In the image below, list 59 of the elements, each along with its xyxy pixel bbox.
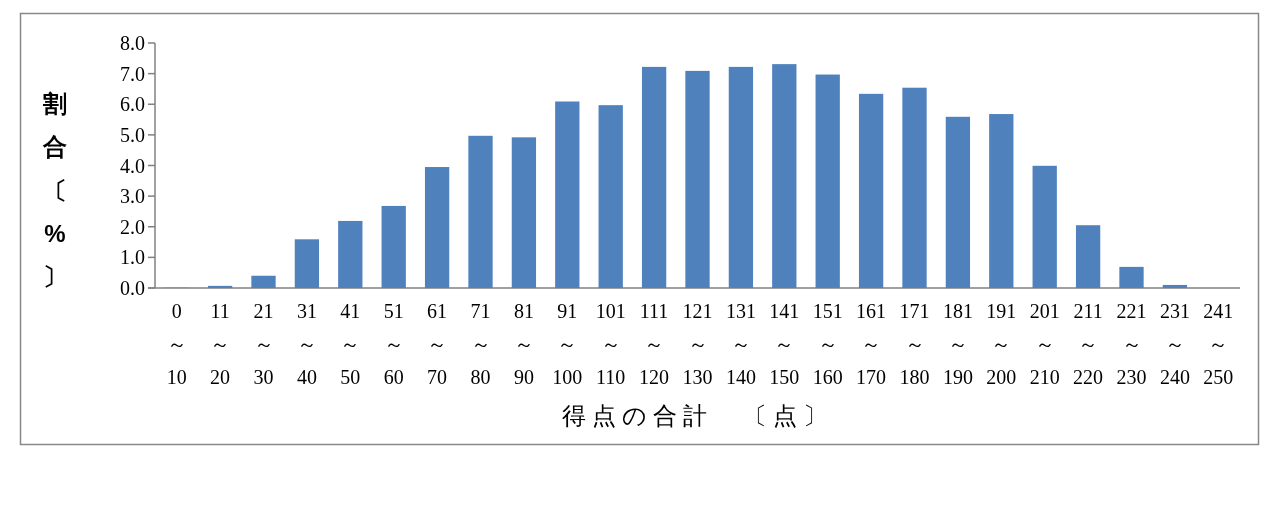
bar bbox=[294, 239, 320, 288]
x-tick-label: 181 ～ 190 bbox=[942, 300, 973, 388]
x-tick-label: 101 ～ 110 bbox=[595, 300, 626, 388]
bar bbox=[858, 93, 884, 288]
bar bbox=[815, 74, 840, 288]
bar bbox=[772, 64, 797, 288]
bar bbox=[902, 87, 927, 288]
x-tick-label: 51 ～ 60 bbox=[383, 300, 404, 388]
bar bbox=[207, 285, 233, 288]
x-tick-label: 161 ～ 170 bbox=[856, 300, 887, 388]
bar bbox=[381, 205, 406, 288]
x-tick-label: 111 ～ 120 bbox=[639, 300, 670, 388]
bar bbox=[598, 105, 623, 288]
y-tick-label: 1.0 bbox=[120, 246, 145, 269]
bar bbox=[338, 220, 363, 288]
x-tick-label: 141 ～ 150 bbox=[769, 300, 800, 388]
y-tick-label: 8.0 bbox=[120, 32, 145, 54]
x-tick-label: 221 ～ 230 bbox=[1116, 300, 1147, 388]
bar bbox=[1119, 266, 1144, 288]
x-tick-label: 91 ～ 100 bbox=[552, 300, 583, 388]
x-tick-label: 231 ～ 240 bbox=[1159, 300, 1190, 388]
x-tick-label: 191 ～ 200 bbox=[986, 300, 1017, 388]
x-tick-label: 201 ～ 210 bbox=[1029, 300, 1060, 388]
x-tick-label: 81 ～ 90 bbox=[513, 300, 534, 388]
bar bbox=[728, 66, 754, 288]
x-tick-label: 0 ～ 10 bbox=[166, 300, 187, 388]
y-tick-label: 3.0 bbox=[120, 185, 145, 208]
bar bbox=[1032, 165, 1057, 288]
x-tick-label: 11 ～ 20 bbox=[210, 300, 231, 388]
bar bbox=[641, 66, 667, 288]
x-tick-label: 241 ～ 250 bbox=[1203, 300, 1234, 388]
bar bbox=[685, 70, 710, 288]
x-tick-label: 211 ～ 220 bbox=[1073, 300, 1104, 388]
y-tick-label: 7.0 bbox=[120, 62, 145, 85]
bar bbox=[251, 275, 276, 288]
x-tick-label: 21 ～ 30 bbox=[253, 300, 274, 388]
bar bbox=[511, 137, 537, 288]
bar bbox=[1162, 284, 1188, 288]
x-tick-label: 61 ～ 70 bbox=[427, 300, 448, 388]
y-tick-label: 0.0 bbox=[120, 277, 145, 299]
bar bbox=[555, 101, 580, 288]
x-tick-label: 121 ～ 130 bbox=[682, 300, 713, 388]
bar bbox=[468, 135, 493, 288]
y-tick-label: 5.0 bbox=[120, 123, 145, 146]
bar bbox=[1075, 225, 1101, 288]
y-tick-label: 4.0 bbox=[120, 154, 145, 177]
y-axis-title: 割合〔%〕 bbox=[42, 90, 67, 290]
bar bbox=[945, 116, 971, 288]
x-tick-label: 151 ～ 160 bbox=[812, 300, 843, 388]
bar bbox=[424, 167, 450, 288]
y-tick-label: 2.0 bbox=[120, 215, 145, 238]
x-axis-title: 得点の合計 〔点〕 bbox=[562, 402, 833, 429]
y-tick-label: 6.0 bbox=[120, 93, 145, 116]
x-tick-label: 171 ～ 180 bbox=[899, 300, 930, 388]
x-tick-label: 31 ～ 40 bbox=[296, 300, 317, 388]
bar bbox=[989, 114, 1014, 288]
x-tick-label: 131 ～ 140 bbox=[725, 300, 756, 388]
x-tick-label: 71 ～ 80 bbox=[470, 300, 491, 388]
x-tick-label: 41 ～ 50 bbox=[340, 300, 361, 388]
